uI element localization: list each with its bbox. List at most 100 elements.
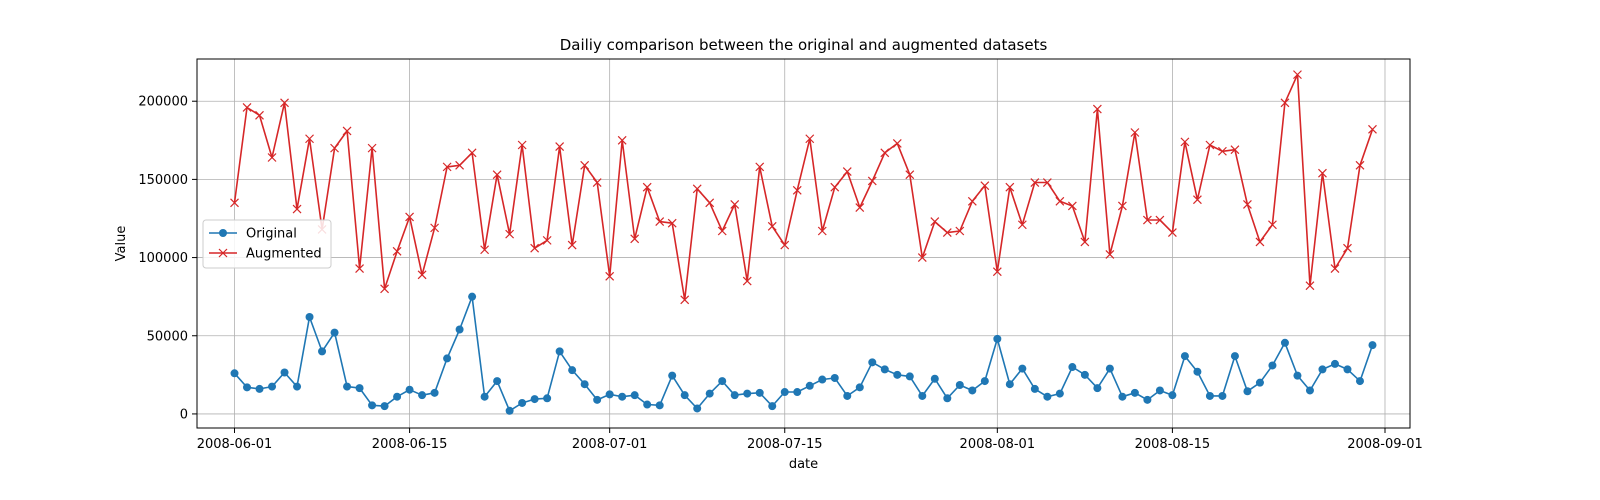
data-point-original [293,382,302,391]
data-point-augmented [680,295,690,305]
data-point-original [855,383,864,392]
data-point-augmented [1130,128,1140,137]
data-point-original [955,381,964,390]
data-point-augmented [1055,196,1065,206]
x-tick-label: 2008-07-15 [747,437,823,452]
y-tick-label: 50000 [147,329,188,344]
series-line-augmented [233,73,1374,301]
data-point-original [1318,365,1327,374]
data-point-original [1368,341,1377,350]
legend-box [202,219,332,269]
y-axis-label: Value [114,226,129,262]
data-point-original [730,391,739,400]
data-point-original [718,377,727,386]
data-point-original [455,325,464,334]
data-point-original [768,402,777,411]
data-point-augmented [380,284,390,294]
data-point-original [918,391,927,400]
x-axis: 2008-06-01 2008-06-15 2008-07-01 2008-07-15… [197,428,1423,452]
data-point-original [805,381,814,390]
data-point-augmented [1092,104,1102,114]
data-point-original [680,391,689,400]
data-point-augmented [1255,237,1265,247]
data-point-augmented [1067,201,1077,211]
data-point-original [1080,370,1089,379]
data-point-original [280,368,289,377]
data-point-original [780,388,789,397]
data-point-original [1330,359,1339,368]
x-axis-label: date [789,457,818,472]
data-point-augmented [1243,199,1252,209]
data-point-original [630,391,639,400]
data-point-original [355,384,364,393]
data-point-augmented [605,271,615,281]
data-point-original [343,382,352,391]
data-point-augmented [1155,215,1165,225]
data-point-augmented [830,182,840,192]
data-point-augmented [280,98,289,108]
data-point-augmented [517,140,527,150]
data-point-original [880,365,889,374]
y-tick-label: 150000 [138,173,188,188]
data-point-augmented [292,204,302,214]
data-point-augmented [305,134,314,144]
data-point-augmented [342,126,352,136]
data-point-augmented [980,181,990,191]
data-point-original [1305,386,1314,395]
data-point-original [393,392,402,401]
data-point-original [968,386,977,395]
grid [197,59,1410,428]
data-point-original [443,354,452,363]
data-point-augmented [1217,146,1227,156]
data-point-augmented [355,264,364,273]
data-point-augmented [367,143,377,153]
legend-marker-augmented [218,248,228,258]
series-line-original [233,295,1374,412]
data-point-augmented [1305,281,1315,291]
data-point-augmented [1368,124,1377,134]
data-point-augmented [455,160,465,170]
y-tick-label: 0 [180,407,188,422]
data-point-augmented [630,234,640,244]
data-point-augmented [555,142,565,151]
data-point-original [1243,387,1252,396]
data-point-augmented [817,226,827,236]
data-point-original [580,380,589,389]
data-point-original [568,366,577,375]
data-point-augmented [580,160,590,170]
data-point-original [605,390,614,399]
plot-area [230,70,1377,415]
data-point-original [1205,391,1214,400]
data-point-augmented [867,176,877,186]
data-point-augmented [967,196,977,206]
data-point-original [530,395,539,404]
data-point-original [1005,380,1014,389]
data-point-augmented [1230,145,1240,155]
data-point-augmented [1105,250,1115,259]
data-point-original [1055,389,1064,398]
data-point-augmented [467,148,477,158]
data-point-original [543,394,552,403]
data-point-augmented [1167,228,1177,237]
data-point-augmented [417,270,427,280]
data-point-original [418,391,427,400]
data-point-original [1105,364,1114,373]
plot-frame [196,58,1411,429]
data-point-augmented [442,162,452,172]
data-point-augmented [917,253,927,262]
data-point-augmented [1017,220,1027,230]
data-point-original [793,388,802,397]
data-point-original [380,402,389,411]
data-point-original [1030,384,1039,393]
data-point-augmented [1192,195,1202,205]
data-point-augmented [255,110,264,120]
data-point-original [743,389,752,398]
data-point-augmented [1205,140,1215,150]
chart-title: Dailiy comparison between the original a… [560,36,1048,54]
data-point-augmented [930,217,940,227]
data-point-augmented [1042,178,1052,187]
data-point-augmented [1117,201,1127,211]
data-point-augmented [330,143,339,153]
data-point-original [830,373,839,382]
data-point-augmented [1343,243,1352,253]
